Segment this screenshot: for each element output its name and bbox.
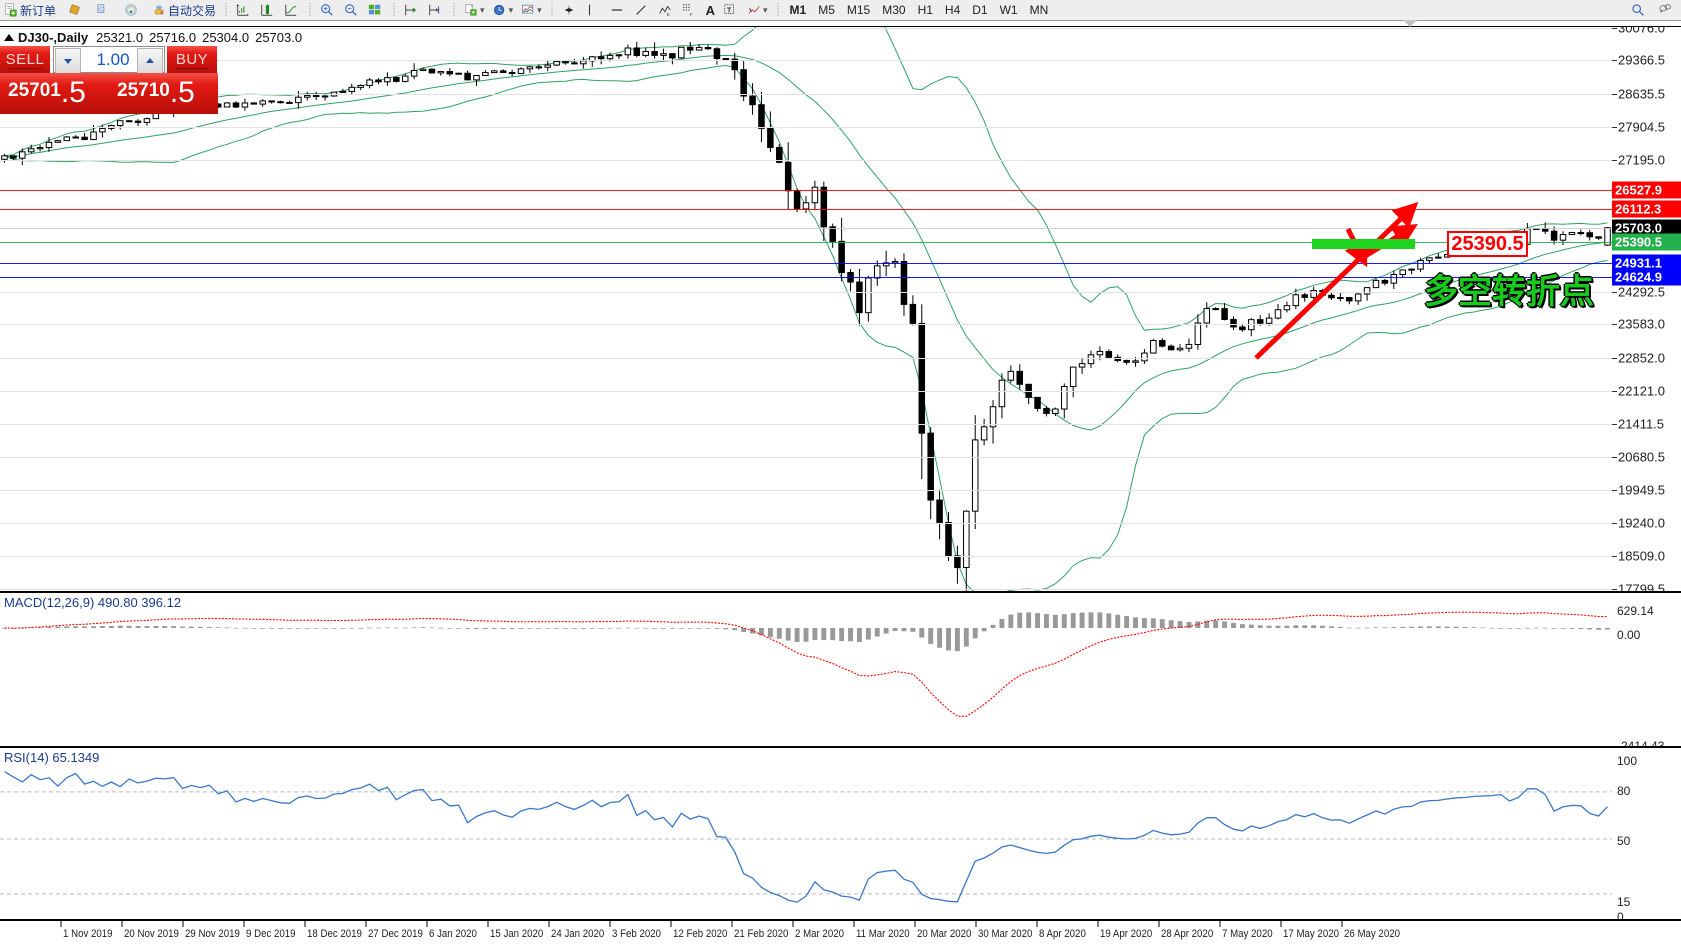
svg-text:F: F [690, 12, 693, 17]
svg-text:T: T [727, 8, 732, 15]
svg-text:E: E [666, 12, 669, 17]
